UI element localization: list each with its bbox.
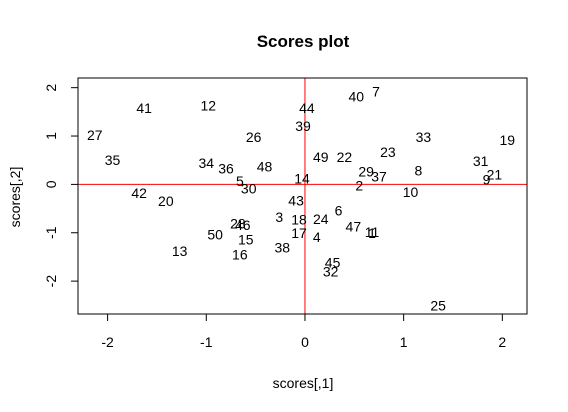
chart-title: Scores plot <box>257 32 350 51</box>
plot-frame <box>77 77 528 315</box>
y-tick-label: 1 <box>43 132 59 140</box>
point-label-24: 24 <box>313 211 329 227</box>
point-label-45: 45 <box>325 255 341 271</box>
point-label-1: 1 <box>368 225 376 241</box>
point-label-18: 18 <box>291 212 307 228</box>
point-label-33: 33 <box>416 129 432 145</box>
y-axis: -2 -1 0 1 2 <box>43 84 78 288</box>
point-label-14: 14 <box>294 171 310 187</box>
point-label-11: 11 <box>365 224 380 240</box>
point-label-25: 25 <box>430 297 446 313</box>
point-label-42: 42 <box>131 185 147 201</box>
point-label-30: 30 <box>241 181 257 197</box>
point-label-31: 31 <box>473 153 489 169</box>
point-label-3: 3 <box>275 209 283 225</box>
point-label-13: 13 <box>172 243 188 259</box>
x-tick-label: -2 <box>101 334 114 350</box>
point-label-8: 8 <box>415 162 423 178</box>
point-label-20: 20 <box>158 193 174 209</box>
point-label-37: 37 <box>371 169 387 185</box>
y-tick-label: 2 <box>43 84 59 92</box>
y-tick-label: -2 <box>43 275 59 288</box>
point-label-40: 40 <box>348 88 364 104</box>
point-label-50: 50 <box>207 227 223 243</box>
point-label-2: 2 <box>355 177 363 193</box>
x-axis-label: scores[,1] <box>273 375 334 391</box>
point-label-26: 26 <box>246 129 262 145</box>
point-label-9: 9 <box>483 172 491 188</box>
point-label-49: 49 <box>313 149 329 165</box>
point-label-28: 28 <box>230 216 246 232</box>
point-label-15: 15 <box>238 232 254 248</box>
point-label-10: 10 <box>403 184 419 200</box>
point-label-17: 17 <box>291 225 307 241</box>
y-tick-label: 0 <box>43 180 59 188</box>
y-axis-label: scores[,2] <box>7 167 23 228</box>
point-label-23: 23 <box>380 144 396 160</box>
point-label-27: 27 <box>87 127 103 143</box>
point-label-43: 43 <box>288 192 304 208</box>
point-label-39: 39 <box>295 118 311 134</box>
reference-lines <box>78 78 527 314</box>
x-tick-label: 2 <box>498 334 506 350</box>
point-label-22: 22 <box>337 149 353 165</box>
point-label-32: 32 <box>323 263 339 279</box>
point-label-41: 41 <box>136 100 152 116</box>
point-label-47: 47 <box>346 218 362 234</box>
point-label-38: 38 <box>274 239 290 255</box>
x-tick-label: 1 <box>400 334 408 350</box>
point-label-7: 7 <box>372 84 380 100</box>
point-label-36: 36 <box>218 160 234 176</box>
point-label-46: 46 <box>235 217 251 233</box>
point-label-48: 48 <box>257 159 273 175</box>
point-label-12: 12 <box>200 98 216 114</box>
x-tick-label: -1 <box>200 334 213 350</box>
point-label-35: 35 <box>105 152 121 168</box>
x-tick-label: 0 <box>301 334 309 350</box>
point-label-16: 16 <box>232 247 248 263</box>
point-label-5: 5 <box>236 173 244 189</box>
point-label-19: 19 <box>499 132 515 148</box>
point-label-4: 4 <box>313 229 321 245</box>
y-tick-label: -1 <box>43 226 59 239</box>
point-label-44: 44 <box>299 100 315 116</box>
point-label-6: 6 <box>335 203 343 219</box>
point-label-21: 21 <box>487 167 503 183</box>
point-label-34: 34 <box>198 155 214 171</box>
point-label-29: 29 <box>358 163 374 179</box>
